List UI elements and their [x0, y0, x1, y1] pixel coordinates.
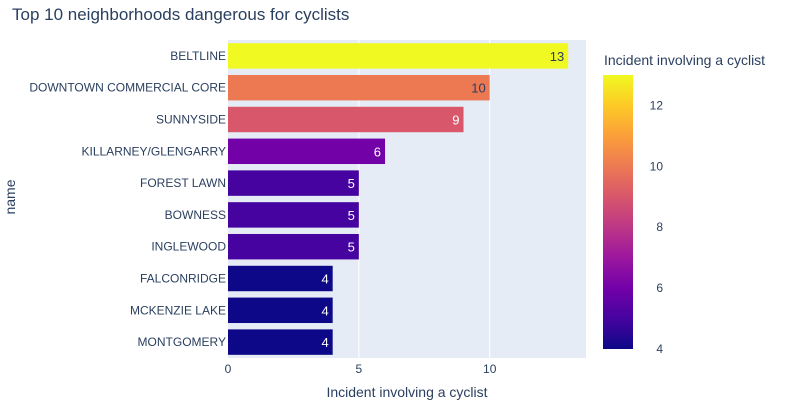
colorbar-tick-label: 12 — [650, 98, 664, 112]
chart-title: Top 10 neighborhoods dangerous for cycli… — [12, 5, 349, 24]
x-tick-label: 5 — [356, 362, 363, 376]
category-label: MONTGOMERY — [138, 335, 226, 349]
x-axis-label: Incident involving a cyclist — [326, 384, 487, 400]
bar — [228, 106, 464, 133]
x-tick-label: 0 — [225, 362, 232, 376]
bar-value-label: 13 — [550, 49, 564, 64]
x-tick-labels: 0 5 10 — [225, 362, 497, 376]
y-axis-label: name — [2, 179, 18, 214]
bar — [228, 297, 333, 324]
colorbar-title: Incident involving a cyclist — [604, 52, 765, 68]
category-label: FALCONRIDGE — [140, 272, 226, 286]
category-label: BELTLINE — [170, 49, 226, 63]
bar — [228, 170, 359, 196]
bar — [228, 265, 333, 292]
bar-value-label: 5 — [348, 240, 355, 255]
bar — [228, 138, 386, 165]
bar — [228, 43, 569, 69]
category-label: INGLEWOOD — [151, 240, 226, 254]
bars: 13 10 9 6 5 5 5 4 4 4 — [228, 43, 569, 355]
x-tick-label: 10 — [483, 362, 497, 376]
bar-value-label: 4 — [321, 303, 328, 318]
category-label: SUNNYSIDE — [156, 113, 226, 127]
bar-value-label: 10 — [471, 81, 485, 96]
bar-value-label: 4 — [321, 335, 328, 350]
colorbar — [603, 75, 633, 349]
category-label: DOWNTOWN COMMERCIAL CORE — [29, 81, 226, 95]
colorbar-tick-label: 8 — [656, 220, 663, 234]
colorbar-tick-label: 6 — [656, 281, 663, 295]
bar-value-label: 5 — [348, 208, 355, 223]
category-label: MCKENZIE LAKE — [130, 303, 226, 317]
bar — [228, 74, 490, 101]
bar — [228, 233, 359, 260]
category-label: KILLARNEY/GLENGARRY — [82, 144, 227, 158]
colorbar-tick-label: 4 — [656, 342, 663, 356]
colorbar-tick-label: 10 — [650, 159, 664, 173]
category-label: FOREST LAWN — [140, 176, 226, 190]
bar-value-label: 4 — [321, 272, 328, 287]
bar-value-label: 9 — [452, 113, 459, 128]
colorbar-tick-labels: 4 6 8 10 12 — [650, 98, 664, 356]
category-labels: BELTLINE DOWNTOWN COMMERCIAL CORE SUNNYSID… — [29, 49, 226, 349]
bar-value-label: 6 — [374, 144, 381, 159]
bar — [228, 329, 333, 355]
category-label: BOWNESS — [165, 208, 226, 222]
bar-value-label: 5 — [348, 176, 355, 191]
bar — [228, 202, 359, 228]
